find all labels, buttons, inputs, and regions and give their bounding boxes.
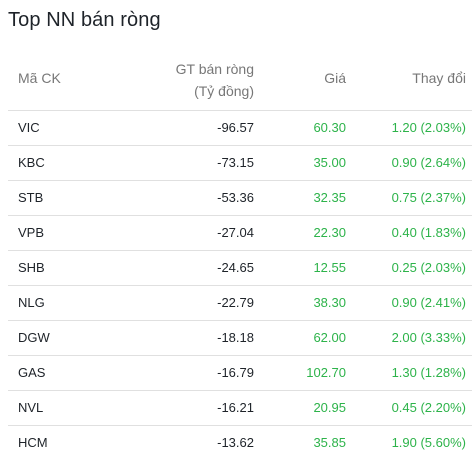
net-sell-value: -16.79 xyxy=(217,365,254,380)
price-change: 1.90 (5.60%) xyxy=(391,435,466,450)
price: 35.00 xyxy=(313,155,346,170)
table-row[interactable]: DGW -18.18 62.00 2.00 (3.33%) xyxy=(8,321,472,356)
price-change: 0.90 (2.64%) xyxy=(391,155,466,170)
price-change: 1.30 (1.28%) xyxy=(391,365,466,380)
widget-title: Top NN bán ròng xyxy=(8,9,161,31)
price: 32.35 xyxy=(313,190,346,205)
table-row[interactable]: VPB -27.04 22.30 0.40 (1.83%) xyxy=(8,216,472,251)
column-header-price: Giá xyxy=(324,70,346,86)
price: 102.70 xyxy=(306,365,346,380)
column-header-code: Mã CK xyxy=(18,70,61,86)
price-change: 1.20 (2.03%) xyxy=(391,120,466,135)
price-change: 0.25 (2.03%) xyxy=(391,260,466,275)
table-row[interactable]: NLG -22.79 38.30 0.90 (2.41%) xyxy=(8,286,472,321)
column-header-net-sell-value-line1: GT bán ròng xyxy=(175,61,254,77)
table-body: VIC -96.57 60.30 1.20 (2.03%) KBC -73.15… xyxy=(8,111,472,460)
table-header: Mã CK GT bán ròng (Tỷ đồng) Giá Thay đổi xyxy=(8,58,472,111)
column-header-net-sell-value: GT bán ròng (Tỷ đồng) xyxy=(176,58,254,102)
stock-code[interactable]: NVL xyxy=(18,400,44,415)
stock-code[interactable]: DGW xyxy=(18,330,50,345)
table-row[interactable]: NVL -16.21 20.95 0.45 (2.20%) xyxy=(8,391,472,426)
price: 38.30 xyxy=(313,295,346,310)
stock-code[interactable]: KBC xyxy=(18,155,45,170)
price-change: 0.45 (2.20%) xyxy=(391,400,466,415)
net-sell-value: -13.62 xyxy=(217,435,254,450)
price: 35.85 xyxy=(313,435,346,450)
table-row[interactable]: GAS -16.79 102.70 1.30 (1.28%) xyxy=(8,356,472,391)
stock-code[interactable]: SHB xyxy=(18,260,45,275)
stock-code[interactable]: GAS xyxy=(18,365,46,380)
price: 12.55 xyxy=(313,260,346,275)
price: 60.30 xyxy=(313,120,346,135)
net-sell-value: -16.21 xyxy=(217,400,254,415)
stock-code[interactable]: VIC xyxy=(18,120,40,135)
table-row[interactable]: VIC -96.57 60.30 1.20 (2.03%) xyxy=(8,111,472,146)
net-sell-value: -24.65 xyxy=(217,260,254,275)
table-row[interactable]: HCM -13.62 35.85 1.90 (5.60%) xyxy=(8,426,472,460)
table-row[interactable]: STB -53.36 32.35 0.75 (2.37%) xyxy=(8,181,472,216)
net-sell-value: -22.79 xyxy=(217,295,254,310)
column-header-net-sell-value-line2: (Tỷ đồng) xyxy=(194,83,254,99)
price-change: 0.40 (1.83%) xyxy=(391,225,466,240)
stock-code[interactable]: VPB xyxy=(18,225,45,240)
net-sell-value: -53.36 xyxy=(217,190,254,205)
price-change: 0.90 (2.41%) xyxy=(391,295,466,310)
table-row[interactable]: SHB -24.65 12.55 0.25 (2.03%) xyxy=(8,251,472,286)
price: 22.30 xyxy=(313,225,346,240)
price-change: 2.00 (3.33%) xyxy=(391,330,466,345)
table-row[interactable]: KBC -73.15 35.00 0.90 (2.64%) xyxy=(8,146,472,181)
stock-code[interactable]: STB xyxy=(18,190,44,205)
column-header-change: Thay đổi xyxy=(412,70,466,86)
price: 20.95 xyxy=(313,400,346,415)
stock-code[interactable]: NLG xyxy=(18,295,45,310)
net-sell-value: -96.57 xyxy=(217,120,254,135)
net-sell-value: -18.18 xyxy=(217,330,254,345)
net-sell-value: -73.15 xyxy=(217,155,254,170)
price: 62.00 xyxy=(313,330,346,345)
stock-code[interactable]: HCM xyxy=(18,435,48,450)
price-change: 0.75 (2.37%) xyxy=(391,190,466,205)
net-sell-value: -27.04 xyxy=(217,225,254,240)
